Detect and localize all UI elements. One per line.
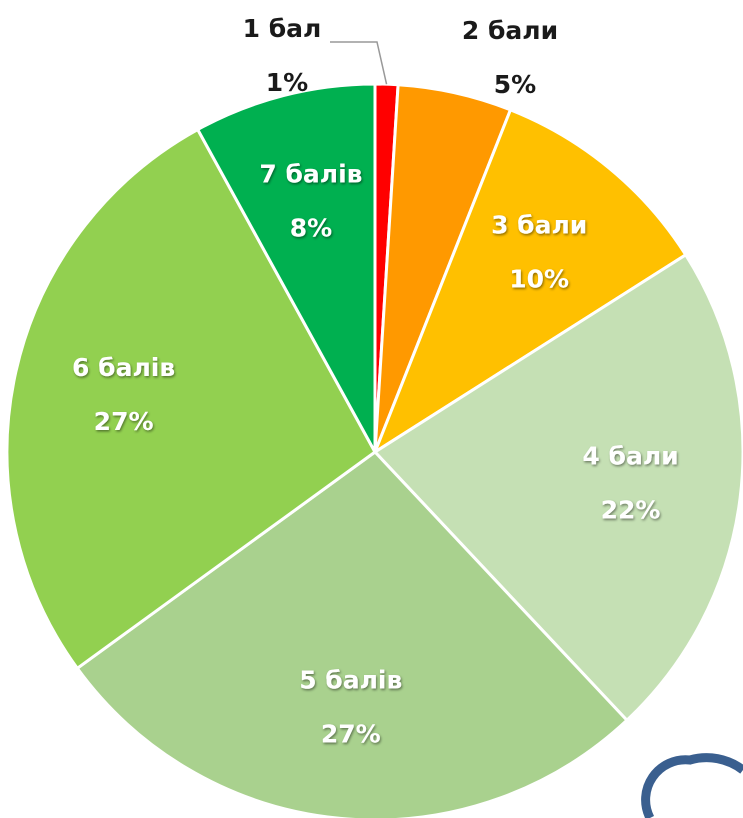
slice-value-label: 22% xyxy=(601,495,661,524)
slice-value-label: 1% xyxy=(266,68,308,97)
leader-line xyxy=(330,41,388,85)
slice-value-label: 8% xyxy=(290,213,332,242)
pie-slice xyxy=(195,82,377,453)
slice-label: 7 балів xyxy=(259,159,362,188)
slice-value-label: 10% xyxy=(509,265,569,294)
pie-slice xyxy=(372,252,743,723)
slice-value-label: 5% xyxy=(494,70,536,99)
slice-label: 2 бали xyxy=(462,16,558,45)
slices xyxy=(5,82,743,818)
pie-slice xyxy=(5,127,377,671)
slice-value-label: 27% xyxy=(94,407,154,436)
labels: 1 бал 1% 2 бали 5% 3 бали 10% 4 бали 22% 5 балів… xyxy=(72,14,679,748)
slice-label: 3 бали xyxy=(491,211,587,240)
logo-fragment xyxy=(641,753,743,818)
pie-slice xyxy=(371,107,688,456)
slice-label: 6 балів xyxy=(72,353,175,382)
slice-label: 1 бал xyxy=(243,14,322,43)
slice-label: 4 бали xyxy=(582,441,678,470)
pie-slice xyxy=(75,450,630,818)
slice-label: 5 балів xyxy=(299,665,402,694)
slice-value-label: 27% xyxy=(321,719,381,748)
